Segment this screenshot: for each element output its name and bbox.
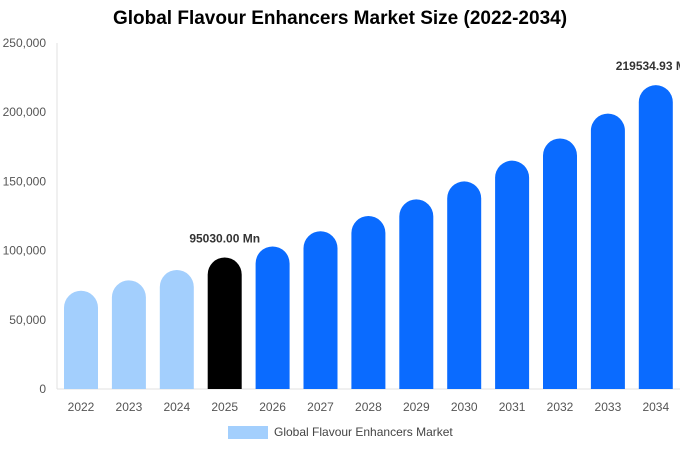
data-label: 219534.93 Mn <box>616 59 680 73</box>
bar <box>303 231 338 389</box>
bar <box>590 113 625 390</box>
x-tick-label: 2025 <box>211 400 238 414</box>
bar <box>64 290 98 389</box>
x-tick-label: 2028 <box>355 400 382 414</box>
y-tick-label: 100,000 <box>3 244 47 258</box>
bar <box>351 216 386 389</box>
bar <box>543 138 577 389</box>
data-label: 95030.00 Mn <box>189 231 260 245</box>
y-tick-label: 250,000 <box>3 36 47 50</box>
bar <box>255 246 290 389</box>
bar <box>495 160 530 389</box>
x-tick-label: 2023 <box>116 400 143 414</box>
bar <box>638 85 673 389</box>
x-tick-label: 2029 <box>403 400 430 414</box>
legend-swatch <box>228 425 268 439</box>
bar <box>159 269 194 389</box>
y-tick-label: 50,000 <box>9 313 46 327</box>
bar <box>207 257 242 389</box>
bar <box>111 280 146 389</box>
legend-label: Global Flavour Enhancers Market <box>274 425 453 439</box>
y-tick-label: 150,000 <box>3 174 47 188</box>
x-tick-label: 2030 <box>451 400 478 414</box>
bar <box>399 199 434 389</box>
bar <box>447 181 482 389</box>
chart-title: Global Flavour Enhancers Market Size (20… <box>112 8 568 29</box>
x-tick-label: 2031 <box>499 400 526 414</box>
x-tick-label: 2032 <box>547 400 574 414</box>
y-tick-label: 200,000 <box>3 105 47 119</box>
bar-chart: 0 50,000 100,000 150,000 200,000 250,000 2022 2… <box>3 36 680 414</box>
x-tick-label: 2033 <box>595 400 622 414</box>
x-tick-label: 2034 <box>642 400 669 414</box>
y-tick-label: 0 <box>39 382 46 396</box>
x-tick-label: 2026 <box>259 400 286 414</box>
x-tick-label: 2024 <box>163 400 190 414</box>
x-tick-label: 2027 <box>307 400 334 414</box>
x-tick-label: 2022 <box>68 400 95 414</box>
legend: Global Flavour Enhancers Market <box>228 425 453 439</box>
